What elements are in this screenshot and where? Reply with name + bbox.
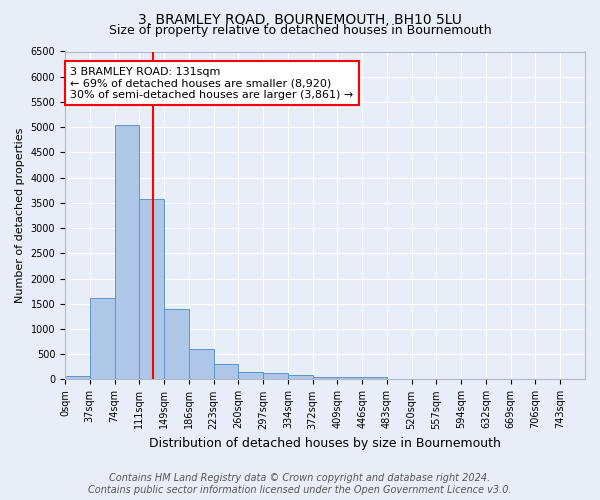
Bar bbox=[115, 125, 139, 380]
Y-axis label: Number of detached properties: Number of detached properties bbox=[15, 128, 25, 303]
Bar bbox=[164, 309, 189, 380]
Bar bbox=[288, 374, 313, 380]
Bar bbox=[313, 377, 337, 380]
Text: 3, BRAMLEY ROAD, BOURNEMOUTH, BH10 5LU: 3, BRAMLEY ROAD, BOURNEMOUTH, BH10 5LU bbox=[138, 12, 462, 26]
Text: Contains HM Land Registry data © Crown copyright and database right 2024.
Contai: Contains HM Land Registry data © Crown c… bbox=[88, 474, 512, 495]
Bar bbox=[139, 199, 164, 380]
Bar bbox=[263, 373, 288, 380]
Bar bbox=[214, 364, 238, 380]
Bar bbox=[238, 372, 263, 380]
Bar bbox=[65, 376, 90, 380]
Bar bbox=[90, 298, 115, 380]
Text: Size of property relative to detached houses in Bournemouth: Size of property relative to detached ho… bbox=[109, 24, 491, 37]
Bar bbox=[362, 376, 387, 380]
Text: 3 BRAMLEY ROAD: 131sqm
← 69% of detached houses are smaller (8,920)
30% of semi-: 3 BRAMLEY ROAD: 131sqm ← 69% of detached… bbox=[70, 66, 353, 100]
X-axis label: Distribution of detached houses by size in Bournemouth: Distribution of detached houses by size … bbox=[149, 437, 501, 450]
Bar bbox=[337, 378, 362, 380]
Bar bbox=[189, 348, 214, 380]
